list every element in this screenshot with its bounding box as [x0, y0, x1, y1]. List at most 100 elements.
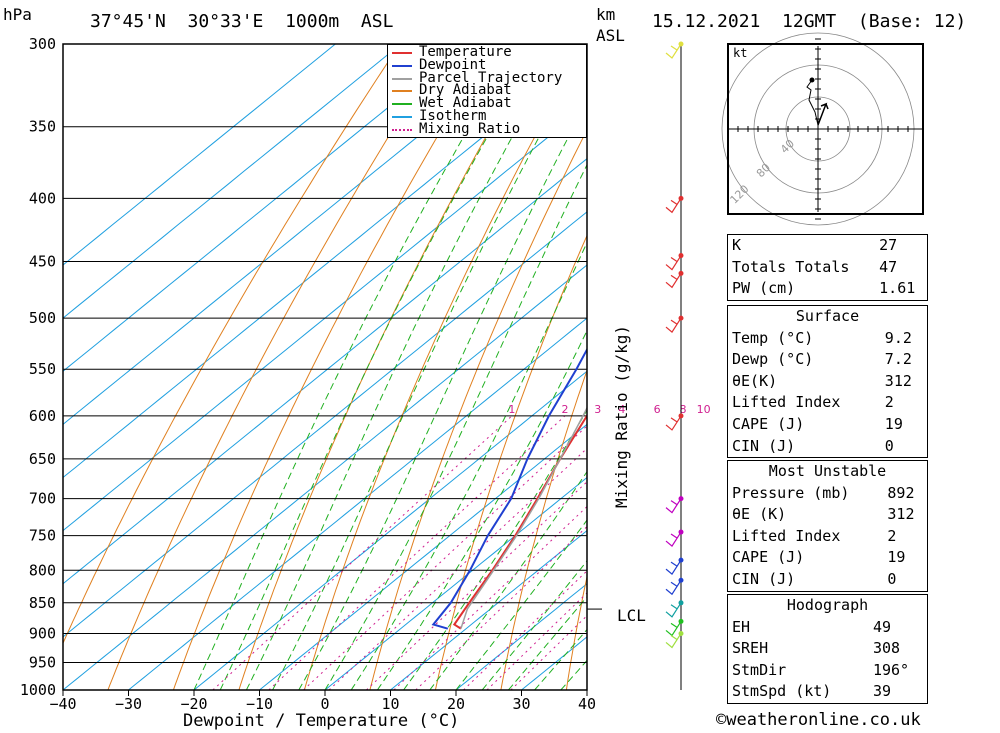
- legend-swatch: [392, 52, 412, 54]
- lcl-label: LCL: [617, 606, 646, 625]
- mu-pressure-value: 892: [887, 483, 915, 502]
- legend-item: Dewpoint: [388, 57, 586, 73]
- surface-dewp-label: Dewp (°C): [732, 350, 814, 369]
- isotherm-line: [455, 583, 587, 690]
- legend-label: Temperature: [419, 44, 512, 60]
- surface-cape-value: 19: [884, 414, 903, 433]
- hodo-title: Hodograph: [786, 596, 869, 614]
- hodograph-unit-label: kt: [733, 46, 748, 60]
- legend-label: Isotherm: [419, 108, 487, 124]
- hpa-unit-label: hPa: [3, 5, 32, 24]
- mixing-ratio-label: 4: [618, 403, 625, 416]
- hodograph-plot: kt: [727, 43, 924, 215]
- credit-link[interactable]: ©weatheronline.co.uk: [716, 710, 921, 730]
- hodograph-trace: [806, 79, 819, 126]
- mu-cape-value: 19: [887, 548, 906, 567]
- most-unstable-table: Most Unstable Pressure (mb) 892 θE (K) 312…: [727, 460, 928, 592]
- dry-adiabat-line: [565, 574, 587, 690]
- mu-li-label: Lifted Index: [732, 526, 841, 545]
- wind-barb: [665, 43, 682, 59]
- x-tick-label: −20: [180, 695, 207, 713]
- storm-motion-arrow: [817, 102, 829, 126]
- surface-theta-value: 312: [884, 371, 912, 390]
- wind-barb: [665, 255, 682, 271]
- surface-li-value: 2: [884, 393, 894, 412]
- mixing-ratio-label: 6: [654, 403, 661, 416]
- legend-swatch: [392, 128, 412, 131]
- pressure-tick-label: 800: [29, 561, 56, 579]
- wind-barb: [665, 633, 682, 649]
- x-tick-label: −40: [49, 695, 76, 713]
- series-line-temperature: [452, 413, 587, 630]
- x-tick-label: −10: [246, 695, 273, 713]
- pressure-tick-label: 1000: [20, 681, 56, 699]
- wind-barb: [665, 602, 682, 618]
- pressure-tick-label: 750: [29, 527, 56, 545]
- legend-item: Temperature: [388, 44, 586, 60]
- legend-swatch: [392, 103, 412, 106]
- x-axis-title: Dewpoint / Temperature (°C): [183, 711, 460, 731]
- wind-barb: [665, 531, 682, 547]
- series-line-dewpoint: [431, 347, 587, 630]
- surface-temp-value: 9.2: [884, 328, 912, 347]
- wind-barb: [665, 273, 682, 289]
- wind-barb: [665, 198, 682, 214]
- legend-item: Mixing Ratio: [388, 121, 586, 137]
- mu-pressure-label: Pressure (mb): [732, 483, 850, 502]
- mixing-ratio-label: 10: [697, 403, 711, 416]
- tt-label: Totals Totals: [732, 257, 850, 276]
- legend-item: Dry Adiabat: [388, 82, 586, 98]
- k-label: K: [732, 236, 742, 254]
- hodograph-end-dot: [809, 77, 815, 83]
- wet-adiabat-line: [429, 470, 587, 690]
- surface-cape-label: CAPE (J): [732, 414, 805, 433]
- pressure-tick-label: 350: [29, 118, 56, 136]
- surface-li-label: Lifted Index: [732, 393, 841, 412]
- dry-adiabat-line: [369, 128, 587, 690]
- pressure-tick-label: 600: [29, 407, 56, 425]
- x-tick-label: 40: [578, 695, 596, 713]
- surface-theta-label: θE(K): [732, 371, 778, 390]
- pressure-tick-label: 850: [29, 594, 56, 612]
- mu-title: Most Unstable: [768, 462, 887, 480]
- surface-title: Surface: [795, 307, 860, 325]
- mu-cin-value: 0: [887, 569, 897, 588]
- mixing-ratio-label: 8: [680, 403, 687, 416]
- legend-label: Wet Adiabat: [419, 95, 512, 112]
- mixing-ratio-label: 2: [561, 403, 568, 416]
- x-tick-label: 30: [512, 695, 530, 713]
- surface-cin-label: CIN (J): [732, 436, 796, 455]
- mixing-ratio-line: [268, 415, 566, 690]
- stmdir-value: 196°: [872, 660, 910, 679]
- pressure-tick-label: 700: [29, 490, 56, 508]
- x-tick-label: 10: [381, 695, 399, 713]
- x-tick-label: 20: [447, 695, 465, 713]
- legend-swatch: [392, 90, 412, 93]
- sreh-value: 308: [872, 639, 901, 658]
- k-value: 27: [879, 236, 898, 254]
- row-tt: Totals Totals 47: [728, 257, 928, 279]
- dry-adiabat-line: [434, 234, 587, 690]
- isotherm-line: [63, 51, 587, 479]
- dry-adiabat-line: [957, 44, 1000, 690]
- wet-adiabat-line: [350, 241, 587, 690]
- isotherm-line: [63, 44, 533, 426]
- isotherm-line: [63, 44, 402, 319]
- eh-value: 49: [872, 617, 892, 636]
- eh-label: EH: [732, 617, 751, 636]
- wind-barb: [665, 415, 682, 431]
- legend-label: Parcel Trajectory: [419, 69, 563, 86]
- legend-item: Wet Adiabat: [388, 95, 586, 112]
- isotherm-line: [63, 44, 467, 372]
- pressure-tick-label: 550: [29, 360, 56, 378]
- mu-cape-label: CAPE (J): [732, 548, 805, 567]
- hodograph-table: Hodograph EH 49 SREH 308 StmDir 196° StmSpd…: [727, 594, 928, 704]
- legend-item: Parcel Trajectory: [388, 69, 586, 86]
- wet-adiabat-line: [324, 163, 587, 690]
- pressure-tick-label: 650: [29, 450, 56, 468]
- row-k: K 27: [728, 235, 928, 257]
- wind-barb: [665, 559, 682, 576]
- row-pw: PW (cm) 1.61: [728, 278, 928, 300]
- chart-legend: Temperature Dewpoint Parcel Trajectory Dry …: [387, 44, 587, 138]
- mixing-ratio-line: [393, 505, 587, 690]
